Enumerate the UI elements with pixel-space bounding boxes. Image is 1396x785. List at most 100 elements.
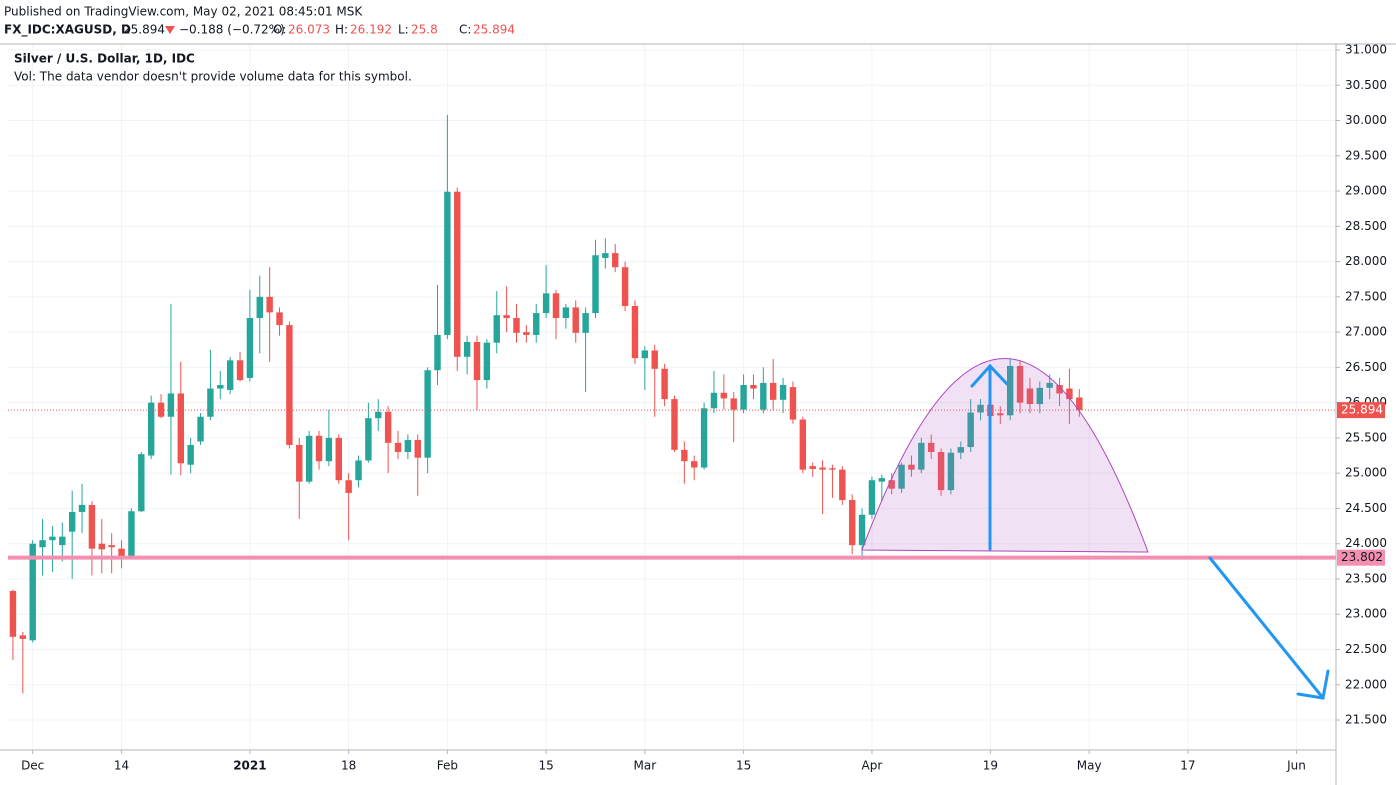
candle-body (1066, 388, 1073, 400)
candle-body (779, 385, 787, 400)
candle-body (444, 191, 451, 335)
y-tick-label: 25.000 (1345, 466, 1387, 480)
symbol: FX_IDC:XAGUSD, D (4, 23, 131, 38)
candle-body (858, 514, 866, 546)
candle-body (612, 253, 619, 268)
candle-body (503, 315, 510, 319)
x-tick-label: Dec (21, 759, 44, 773)
candle-body (621, 267, 629, 307)
candle-body (977, 404, 984, 413)
y-tick-label: 23.000 (1345, 607, 1387, 621)
candle-body (296, 444, 303, 482)
x-tick-label: Apr (862, 759, 883, 773)
change: −0.188 (−0.72%) (179, 23, 285, 37)
candle-body (128, 511, 135, 557)
up-arrow (970, 363, 1009, 551)
y-tick-label: 24.000 (1345, 536, 1387, 550)
candle-body (957, 447, 965, 453)
candle-body (197, 416, 204, 442)
candle-body (325, 437, 333, 462)
candle-body (888, 480, 895, 489)
candle-body (68, 511, 76, 532)
y-tick-label: 22.000 (1345, 677, 1387, 691)
candle-body (236, 360, 244, 381)
x-tick-label: Jun (1286, 759, 1306, 773)
open-value: 26.073 (288, 23, 330, 37)
y-tick-label: 29.000 (1345, 184, 1387, 198)
candle-body (740, 385, 747, 410)
candle-body (463, 341, 471, 357)
candle-body (9, 590, 17, 637)
candle-body (720, 392, 728, 399)
y-tick-label: 24.500 (1345, 501, 1387, 515)
candle-body (246, 318, 254, 378)
y-tick-label: 22.500 (1345, 642, 1387, 656)
candle-body (750, 385, 757, 389)
close-label: C: (459, 23, 471, 37)
candle-body (118, 548, 125, 557)
candle-body (918, 442, 925, 470)
candle-body (39, 540, 46, 548)
candle-body (592, 255, 599, 314)
candle-body (542, 293, 550, 314)
candle-body (1056, 385, 1063, 394)
candle-body (572, 307, 579, 333)
y-tick-label: 28.500 (1345, 219, 1387, 233)
candle-body (365, 418, 372, 461)
candle-body (582, 313, 589, 333)
candle-body (1016, 365, 1024, 403)
candle-body (345, 480, 352, 493)
x-tick-label: 19 (983, 759, 998, 773)
chart-title: Silver / U.S. Dollar, 1D, IDC (14, 52, 195, 66)
candle-body (375, 411, 382, 419)
x-tick-label: 2021 (233, 759, 266, 773)
axis-labels: 21.500 22.000 22.500 23.000 23.500 24.000 24.5… (21, 42, 1387, 772)
low-value: 25.8 (411, 23, 438, 37)
candle-body (404, 440, 412, 453)
candle-body (355, 460, 362, 481)
candle-body (256, 296, 263, 319)
y-tick-label: 26.500 (1345, 360, 1387, 374)
candle-body (19, 635, 27, 639)
candle-body (207, 388, 214, 417)
candle-body (138, 454, 145, 512)
candle-body (59, 536, 66, 546)
candle-body (98, 543, 106, 550)
candle-body (217, 385, 224, 389)
y-tick-label: 21.500 (1345, 713, 1387, 727)
candle-body (829, 468, 836, 470)
candle-body (414, 440, 421, 458)
x-tick-label: 14 (114, 759, 129, 773)
candle-body (473, 341, 481, 381)
candle-body (483, 342, 491, 381)
candle-body (681, 449, 688, 462)
candle-body (108, 545, 115, 548)
last-price-label: 25.894 (1341, 403, 1383, 417)
candle-body (602, 253, 609, 259)
candle-body (523, 332, 530, 335)
candle-body (493, 315, 500, 343)
candle-body (760, 382, 767, 410)
candle-body (799, 419, 807, 470)
candle-body (147, 402, 155, 456)
candle-body (641, 350, 649, 359)
candle-body (997, 413, 1004, 416)
x-tick-label: Mar (634, 759, 657, 773)
candle-body (1076, 397, 1083, 411)
down-triangle (165, 26, 175, 34)
last-price: 25.894 (123, 23, 165, 37)
candle-body (286, 325, 293, 445)
candle-body (937, 452, 945, 491)
candle-body (552, 293, 560, 319)
candle-body (868, 480, 876, 515)
candle-body (424, 370, 431, 458)
candle-body (384, 411, 392, 443)
y-tick-label: 27.500 (1345, 289, 1387, 303)
candle-body (691, 461, 698, 468)
down-arrow (1208, 556, 1330, 700)
candle-body (88, 504, 96, 549)
candle-body (927, 442, 935, 453)
candle-body (187, 444, 194, 465)
candle-body (908, 464, 915, 470)
